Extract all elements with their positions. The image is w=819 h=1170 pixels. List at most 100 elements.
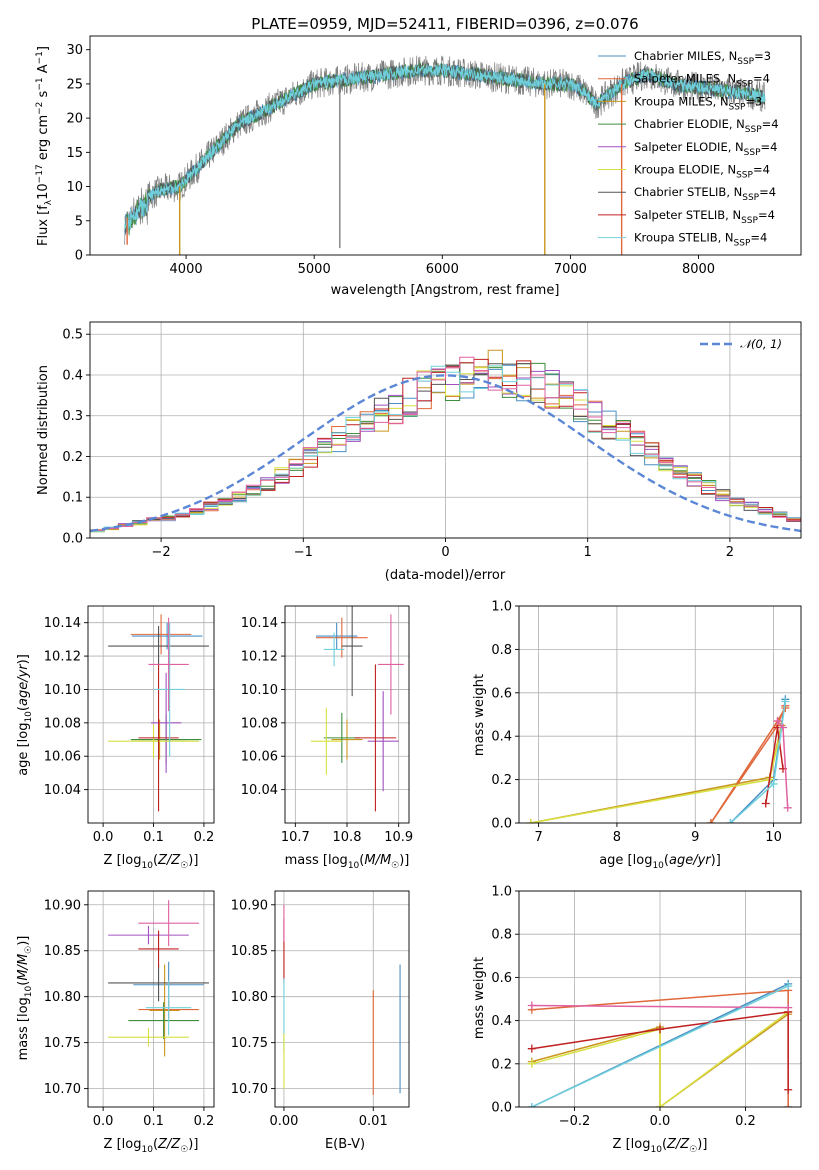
y-tick-label: 10.10 [44,683,81,698]
x-tick-label: −0.2 [559,1114,591,1129]
x-tick-label: 0.2 [194,1114,215,1129]
y-axis-label: mass weight [472,674,487,756]
y-tick-label: 10.08 [241,716,278,731]
weight-marker [784,1085,793,1094]
x-axis-label: (data-model)/error [385,568,506,583]
y-tick-label: 10.70 [231,1082,268,1097]
x-tick-label: 0.1 [143,830,164,845]
y-tick-label: 10.10 [241,683,278,698]
y-tick-label: 0.8 [491,643,512,658]
y-tick-label: 10.04 [44,783,81,798]
y-tick-label: 20 [66,112,83,127]
x-tick-label: 0.0 [650,1114,671,1129]
x-tick-label: −1 [294,545,313,560]
weight-series-5 [526,723,786,823]
errorbar-point-6 [108,724,199,758]
y-tick-label: 10 [66,180,83,195]
age-vs-mass-plot-area [310,606,404,812]
weight-series-7 [527,982,793,1107]
x-axis-label: Z [log10​(Z/Z☉​)] [104,853,199,871]
chart-title: PLATE=0959, MJD=52411, FIBERID=0396, z=0… [251,15,638,33]
legend-entry: Chabrier MILES, NSSP​=3 [634,49,771,67]
y-tick-label: 0.4 [491,1014,512,1029]
weight-marker [527,1103,536,1107]
x-tick-label: 10 [765,830,782,845]
weight-series-6 [761,723,787,808]
y-tick-label: 0.2 [491,773,512,788]
weight-series-7 [726,697,790,823]
legend-entry: Kroupa MILES, NSSP​=3 [634,94,762,112]
errorbar-point-2 [130,614,192,655]
y-tick-label: 1.0 [491,885,512,900]
y-tick-label: 10.85 [44,944,81,959]
x-tick-label: 8 [613,830,621,845]
y-tick-label: 0.3 [62,409,83,424]
errorbar-point-10 [148,617,189,712]
errorbar-point-5 [151,672,182,773]
errorbar-point-10 [378,614,404,715]
errorbar-point-5 [108,925,189,945]
y-tick-label: 0.1 [62,491,83,506]
errorbar-point-4 [128,1002,199,1039]
x-tick-label: 7000 [554,262,587,277]
x-axis-label: Z [log10​(Z/Z☉​)] [613,1137,708,1155]
mass-vs-ebv-frame [274,890,410,1108]
y-tick-label: 25 [66,77,83,92]
y-tick-label: 0.8 [491,928,512,943]
residuals-plot-area [90,349,801,533]
y-tick-label: 10.85 [231,944,268,959]
mass-vs-z-plot-area [108,900,209,1057]
y-tick-label: 0.2 [62,450,83,465]
spectrum-frame [89,35,802,256]
weight-line [531,985,789,1107]
weight-marker [526,819,535,823]
x-tick-label: 0.01 [359,1114,388,1129]
mass-weight-vs-age-frame [518,605,802,824]
legend-entry: 𝒩(0, 1) [740,337,782,351]
weight-series-3 [526,721,786,823]
x-tick-label: 4000 [170,262,203,277]
mass-weight-vs-age-plot-area [526,695,792,823]
legend-entry: Chabrier ELODIE, NSSP​=4 [634,117,779,135]
weight-marker [726,819,735,823]
errorbar-point-8 [354,664,397,812]
y-tick-label: 0.6 [491,971,512,986]
weight-marker [784,1103,793,1107]
y-tick-label: 10.90 [44,898,81,913]
y-tick-label: 10.80 [231,990,268,1005]
y-tick-label: 10.06 [44,750,81,765]
x-tick-label: 1 [584,545,592,560]
x-tick-label: 6000 [426,262,459,277]
mass-vs-ebv-axes [275,891,409,1107]
x-tick-label: 10.8 [333,830,362,845]
age-vs-z-frame [87,605,215,824]
errorbar-point-3 [149,964,180,1057]
errorbar-point-3 [331,719,363,760]
errorbar-point-9 [145,980,192,1036]
x-axis-label: age [log10​(age/yr)] [599,853,721,871]
weight-marker [784,1003,793,1012]
errorbar-point-9 [154,622,185,757]
y-tick-label: 0.5 [62,328,83,343]
weight-line [531,1011,789,1107]
x-tick-label: 7 [534,830,542,845]
y-tick-label: 0.0 [491,1101,512,1116]
mass-vs-z-axes [88,891,214,1107]
weight-marker [527,1059,536,1068]
errorbar-point-7 [341,606,363,697]
errorbar-point-9 [323,632,345,667]
weight-marker [761,799,770,808]
errorbar-point-7 [108,626,209,667]
model-line-kroupa-stelib [124,63,766,231]
weight-marker [656,1103,664,1107]
x-tick-label: 0 [441,545,449,560]
y-axis-label: mass [log10​(M/M☉​)] [16,936,34,1061]
errorbar-point-7 [108,964,209,1002]
y-tick-label: 10.80 [44,990,81,1005]
y-axis-label: mass weight [472,957,487,1039]
x-tick-label: 0.0 [93,830,114,845]
y-tick-label: 0.4 [62,368,83,383]
residuals-axes [90,322,801,539]
legend-entry: Kroupa STELIB, NSSP​=4 [634,231,767,249]
